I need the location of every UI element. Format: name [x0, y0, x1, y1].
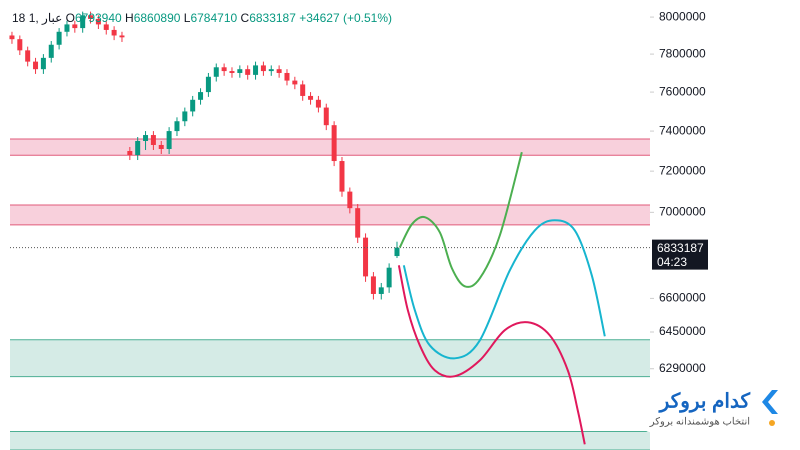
ohlc-key: H	[125, 11, 134, 25]
candle-body	[221, 67, 227, 72]
candle-body	[190, 99, 196, 112]
candle-body	[111, 29, 117, 36]
candle-body	[205, 76, 211, 93]
candle-body	[308, 95, 314, 100]
candle-body	[370, 276, 376, 294]
ohlc-value: 6833187	[249, 11, 296, 25]
candle-body	[363, 237, 369, 277]
ohlc-key: C	[241, 11, 250, 25]
candle-body	[347, 191, 353, 209]
candle-body	[292, 80, 298, 85]
last-price-label: 6833187	[657, 241, 704, 255]
logo-title: کدام بروکر	[658, 390, 751, 413]
last-price-box	[652, 239, 708, 270]
ohlc-key: O	[66, 11, 75, 25]
candle-body	[95, 18, 101, 25]
candle-body	[150, 135, 156, 145]
date-label: 18 عبار ,1	[12, 11, 62, 25]
candle-body	[158, 144, 164, 149]
candle-body	[378, 287, 384, 294]
candle-body	[56, 31, 62, 45]
logo-icon	[762, 390, 778, 414]
candle-body	[174, 121, 180, 132]
candle-body	[300, 84, 306, 96]
candle-body	[355, 208, 361, 238]
price-axis-panel	[650, 0, 800, 450]
candle-body	[386, 267, 392, 288]
candle-body	[143, 135, 149, 142]
ohlc-value: 6784710	[190, 11, 237, 25]
candle-body	[323, 107, 329, 126]
candle-body	[40, 57, 46, 70]
y-tick-label: 7000000	[659, 205, 706, 219]
zone	[10, 139, 650, 156]
candle-body	[166, 131, 172, 149]
candle-body	[80, 15, 86, 29]
scenario-line	[398, 151, 523, 288]
candle-body	[33, 61, 39, 70]
candle-body	[229, 71, 235, 73]
candle-body	[284, 72, 290, 81]
zone	[10, 431, 650, 450]
y-tick-label: 7600000	[659, 84, 706, 98]
zone	[10, 205, 650, 225]
plot-area	[9, 11, 650, 450]
candle-body	[253, 65, 259, 75]
ohlc-value: 6793940	[75, 11, 122, 25]
scenario-line	[402, 219, 606, 360]
y-tick-label: 6290000	[659, 361, 706, 375]
candle-body	[103, 24, 109, 30]
change-label: +34627 (+0.51%)	[299, 11, 392, 25]
candle-body	[315, 99, 321, 108]
y-tick-label: 7800000	[659, 46, 706, 60]
logo-dot	[769, 420, 775, 426]
candle-body	[268, 69, 274, 72]
zone	[10, 339, 650, 377]
candle-body	[237, 69, 243, 73]
y-tick-label: 7200000	[659, 163, 706, 177]
ohlc-value: 6860890	[134, 11, 181, 25]
countdown: 04:23	[657, 255, 687, 269]
y-tick-label: 6600000	[659, 291, 706, 305]
candle-body	[276, 69, 282, 73]
candle-body	[260, 65, 266, 72]
y-tick-label: 6450000	[659, 324, 706, 338]
logo-bg	[645, 380, 795, 432]
candle-body	[9, 35, 15, 40]
candle-body	[72, 24, 78, 29]
candle-body	[48, 44, 54, 58]
ohlc-legend: 18 عبار ,1 O6793940 H6860890 L6784710 C6…	[12, 11, 392, 25]
logo-subtitle: انتخاب هوشمندانه بروکر	[649, 417, 750, 428]
candle-body	[25, 50, 31, 62]
candle-body	[88, 15, 94, 19]
y-tick-label: 7400000	[659, 123, 706, 137]
y-tick-label: 8000000	[659, 9, 706, 23]
candle-body	[64, 24, 70, 32]
candle-body	[135, 141, 141, 155]
candle-body	[339, 161, 345, 192]
candle-body	[394, 247, 400, 257]
candle-body	[119, 35, 125, 38]
ohlc-key: L	[184, 11, 191, 25]
scenario-line	[397, 265, 586, 445]
candle-body	[245, 69, 251, 75]
candle-body	[213, 67, 219, 77]
logo: کدام بروکر انتخاب هوشمندانه بروکر	[645, 380, 795, 432]
candle-body	[198, 92, 204, 100]
candle-body	[182, 111, 188, 122]
candle-body	[17, 39, 23, 51]
candle-body	[331, 125, 337, 162]
candle-body	[127, 150, 133, 155]
